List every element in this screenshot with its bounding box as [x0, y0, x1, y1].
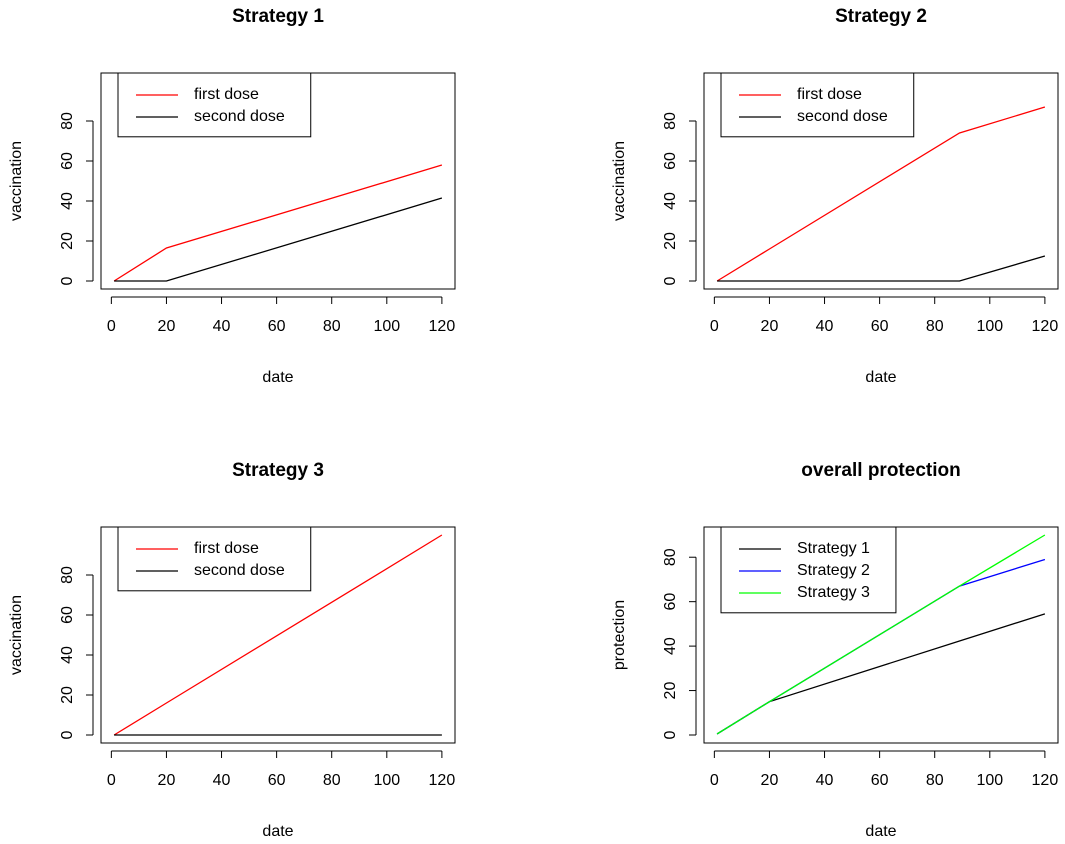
x-tick-label: 100 [373, 318, 400, 335]
x-tick-label: 80 [926, 318, 944, 335]
y-axis-label: protection [611, 600, 628, 670]
y-axis-label: vaccination [611, 141, 628, 221]
y-tick-label: 40 [662, 192, 679, 210]
y-axis-label: vaccination [8, 141, 25, 221]
x-tick-label: 80 [926, 772, 944, 789]
x-tick-label: 120 [1032, 318, 1059, 335]
x-tick-label: 120 [429, 772, 456, 789]
legend-box [720, 526, 897, 614]
x-tick-label: 80 [323, 318, 341, 335]
x-tick-label: 40 [213, 318, 231, 335]
y-tick-label: 40 [59, 646, 76, 664]
y-tick-label: 0 [662, 276, 679, 285]
y-tick-label: 60 [59, 152, 76, 170]
legend-box [117, 526, 312, 592]
legend-box [117, 72, 312, 138]
y-tick-label: 40 [662, 637, 679, 655]
x-tick-label: 40 [816, 318, 834, 335]
legend-box [720, 72, 915, 138]
x-axis-label: date [865, 369, 896, 386]
x-tick-label: 20 [158, 772, 176, 789]
x-tick-label: 0 [710, 318, 719, 335]
x-axis-label: date [865, 823, 896, 840]
y-tick-label: 60 [662, 593, 679, 611]
x-tick-label: 60 [871, 772, 889, 789]
y-tick-label: 20 [662, 682, 679, 700]
x-tick-label: 60 [268, 318, 286, 335]
legend-label: first dose [797, 86, 862, 103]
panel: Strategy 2 date vaccination 0 20 40 60 80 100 120… [611, 6, 1059, 386]
x-tick-label: 20 [761, 772, 779, 789]
legend-label: first dose [194, 540, 259, 557]
y-tick-label: 80 [662, 548, 679, 566]
series-line [113, 164, 443, 282]
y-axis-label: vaccination [8, 595, 25, 675]
series-line [114, 197, 443, 282]
series-line [717, 255, 1046, 282]
x-tick-label: 40 [213, 772, 231, 789]
series-line [716, 106, 1046, 282]
panel: Strategy 1 date vaccination 0 20 40 60 80 100 120… [8, 6, 456, 386]
legend-label: Strategy 1 [797, 540, 870, 557]
x-tick-label: 120 [1032, 772, 1059, 789]
series-line [716, 534, 1046, 735]
x-axis-label: date [262, 823, 293, 840]
y-tick-label: 40 [59, 192, 76, 210]
legend-label: second dose [194, 108, 285, 125]
x-tick-label: 80 [323, 772, 341, 789]
y-tick-label: 20 [59, 232, 76, 250]
y-tick-label: 0 [662, 730, 679, 739]
chart-title: Strategy 1 [232, 6, 324, 27]
y-tick-label: 60 [662, 152, 679, 170]
x-tick-label: 0 [710, 772, 719, 789]
legend-label: Strategy 2 [797, 562, 870, 579]
x-tick-label: 60 [268, 772, 286, 789]
y-tick-label: 20 [662, 232, 679, 250]
x-tick-label: 100 [373, 772, 400, 789]
y-tick-label: 60 [59, 606, 76, 624]
x-tick-label: 20 [761, 318, 779, 335]
x-tick-label: 20 [158, 318, 176, 335]
x-tick-label: 0 [107, 772, 116, 789]
panel: Strategy 3 date vaccination 0 20 40 60 80 100 120… [8, 460, 456, 840]
legend-label: second dose [194, 562, 285, 579]
x-tick-label: 100 [976, 772, 1003, 789]
legend-label: first dose [194, 86, 259, 103]
x-axis-label: date [262, 369, 293, 386]
chart-title: Strategy 3 [232, 460, 324, 481]
x-tick-label: 0 [107, 318, 116, 335]
series-line [113, 534, 443, 736]
series-line [716, 613, 1046, 735]
legend-label: second dose [797, 108, 888, 125]
y-tick-label: 0 [59, 730, 76, 739]
panel: overall protection date protection 0 20 40 60 8… [611, 460, 1059, 840]
chart-title: Strategy 2 [835, 6, 927, 27]
x-tick-label: 60 [871, 318, 889, 335]
x-tick-label: 120 [429, 318, 456, 335]
y-tick-label: 0 [59, 276, 76, 285]
chart-title: overall protection [801, 460, 960, 481]
x-tick-label: 40 [816, 772, 834, 789]
y-tick-label: 20 [59, 686, 76, 704]
y-tick-label: 80 [662, 112, 679, 130]
y-tick-label: 80 [59, 566, 76, 584]
x-tick-label: 100 [976, 318, 1003, 335]
legend-label: Strategy 3 [797, 584, 870, 601]
y-tick-label: 80 [59, 112, 76, 130]
